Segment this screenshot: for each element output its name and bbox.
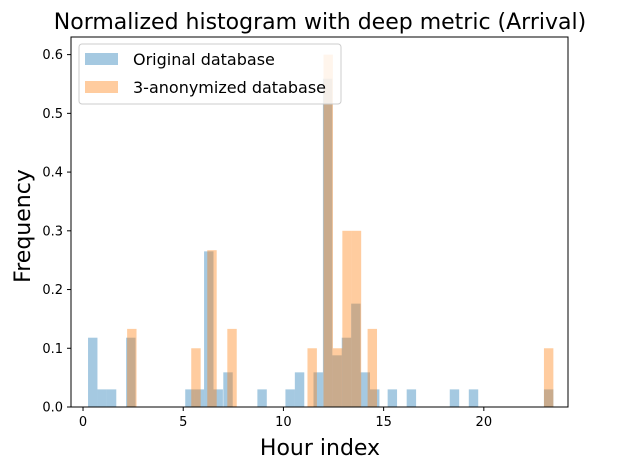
original-bar-5 <box>194 389 205 407</box>
original-bar-14 <box>332 355 342 407</box>
x-tick-label-2: 10 <box>275 415 292 430</box>
y-tick-label-1: 0.1 <box>42 342 63 357</box>
original-bar-1 <box>97 389 107 407</box>
y-tick-label-3: 0.3 <box>42 224 63 239</box>
y-axis-ticks: 0.0 0.1 0.2 0.3 0.4 0.5 0.6 <box>42 48 71 416</box>
y-tick-label-2: 0.2 <box>42 283 63 298</box>
legend-swatch-anonymized <box>85 81 118 93</box>
legend-box <box>78 43 342 105</box>
original-bar-9 <box>257 389 267 407</box>
original-bar-20 <box>406 389 417 407</box>
original-bar-23 <box>543 389 554 407</box>
anonymized-bar-7 <box>342 230 352 407</box>
original-bar-22 <box>468 389 479 407</box>
original-bar-10 <box>285 389 295 407</box>
original-bar-17 <box>360 372 371 407</box>
x-tick-label-0: 0 <box>79 415 87 430</box>
y-tick-label-0: 0.0 <box>42 401 63 416</box>
legend: Original database 3-anonymized database <box>78 43 342 105</box>
anonymized-bar-3 <box>227 328 237 407</box>
anonymized-bar-8 <box>351 230 362 407</box>
original-bar-6 <box>204 251 214 407</box>
y-tick-label-5: 0.5 <box>42 107 63 122</box>
anonymized-bar-6 <box>332 348 343 407</box>
legend-label-anonymized: 3-anonymized database <box>133 78 326 97</box>
original-bar-19 <box>387 389 398 407</box>
x-tick-label-3: 15 <box>375 415 392 430</box>
anonymized-bar-5 <box>323 54 333 407</box>
original-bar-12 <box>313 372 323 407</box>
original-bar-11 <box>294 372 305 407</box>
original-bar-3 <box>126 337 136 407</box>
x-axis-ticks: 0 5 10 15 20 <box>79 407 492 430</box>
anonymized-bar-0 <box>127 328 137 407</box>
original-bar-2 <box>106 389 117 407</box>
chart-title: Normalized histogram with deep metric (A… <box>54 10 586 35</box>
original-bar-7 <box>213 389 223 407</box>
anonymized-bar-9 <box>367 328 378 407</box>
anonymized-bars <box>127 54 554 407</box>
anonymized-bar-10 <box>543 348 554 407</box>
anonymized-bar-1 <box>191 348 201 407</box>
original-bar-16 <box>351 303 361 407</box>
anonymized-bar-4 <box>307 348 317 407</box>
original-bar-4 <box>185 389 195 407</box>
original-bars <box>88 78 554 407</box>
anonymized-bar-2 <box>207 250 217 407</box>
original-bar-18 <box>370 389 380 407</box>
legend-label-original: Original database <box>133 50 275 69</box>
x-axis-label: Hour index <box>260 436 380 461</box>
original-bar-21 <box>449 389 460 407</box>
legend-swatch-original <box>85 53 118 65</box>
y-tick-label-6: 0.6 <box>42 48 63 63</box>
original-bar-13 <box>322 78 333 407</box>
y-tick-label-4: 0.4 <box>42 166 63 181</box>
original-bar-8 <box>223 372 233 407</box>
x-tick-label-1: 5 <box>179 415 187 430</box>
original-bar-15 <box>341 337 352 407</box>
x-tick-label-4: 20 <box>476 415 493 430</box>
plot-frame <box>70 36 569 408</box>
y-axis-label: Frequency <box>11 169 36 283</box>
original-bar-0 <box>88 337 98 407</box>
